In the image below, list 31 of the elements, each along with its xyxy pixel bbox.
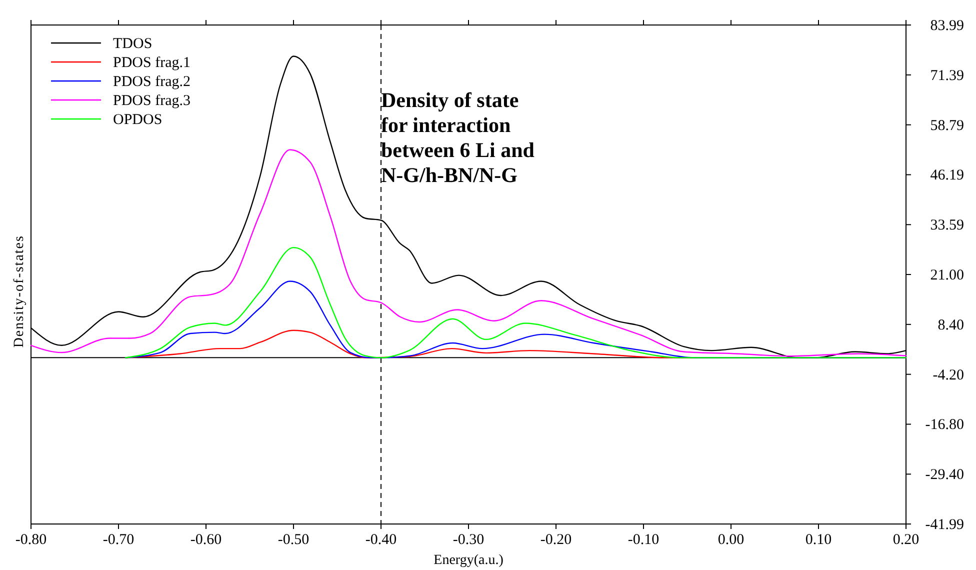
x-tick-label: 0.20 xyxy=(892,532,920,548)
y-tick-label: 8.40 xyxy=(938,317,964,334)
y-tick-label: 46.19 xyxy=(930,168,964,184)
x-tick-label: -0.70 xyxy=(102,532,134,548)
y-tick-label: 83.99 xyxy=(930,18,964,34)
x-tick-label: -0.50 xyxy=(278,532,310,548)
x-tick-label: 0.00 xyxy=(718,532,744,548)
y-tick-label: -41.99 xyxy=(925,517,964,533)
y-tick-label: -29.40 xyxy=(925,467,964,484)
legend-label: OPDOS xyxy=(113,112,162,128)
y-tick-label: 21.00 xyxy=(930,268,964,284)
y-axis-title: Density-of-states xyxy=(12,235,27,348)
annotation: Density of state for interaction between 6 Li and N-G/h-BN/N-G xyxy=(381,88,535,187)
x-tick-label: -0.60 xyxy=(190,532,222,548)
y-tick-label: -4.20 xyxy=(932,367,964,384)
line-series xyxy=(124,246,907,358)
legend-label: PDOS frag.3 xyxy=(113,93,190,109)
legend-label: PDOS frag.2 xyxy=(113,74,190,90)
y-tick-label: 33.59 xyxy=(930,218,964,234)
legend-label: TDOS xyxy=(113,36,152,52)
x-tick-label: -0.10 xyxy=(628,532,660,548)
y-tick-label: 71.39 xyxy=(930,68,964,84)
x-tick-label: -0.30 xyxy=(452,532,484,548)
y-tick-label: 58.79 xyxy=(930,118,964,134)
x-tick-label: -0.20 xyxy=(540,532,572,548)
x-axis-title: Energy(a.u.) xyxy=(434,553,504,568)
x-tick-label: -0.80 xyxy=(15,532,47,548)
x-tick-label: 0.10 xyxy=(805,532,832,548)
x-tick-label: -0.40 xyxy=(365,532,397,548)
legend-label: PDOS frag.1 xyxy=(113,55,190,71)
y-tick-label: -16.80 xyxy=(925,417,964,434)
